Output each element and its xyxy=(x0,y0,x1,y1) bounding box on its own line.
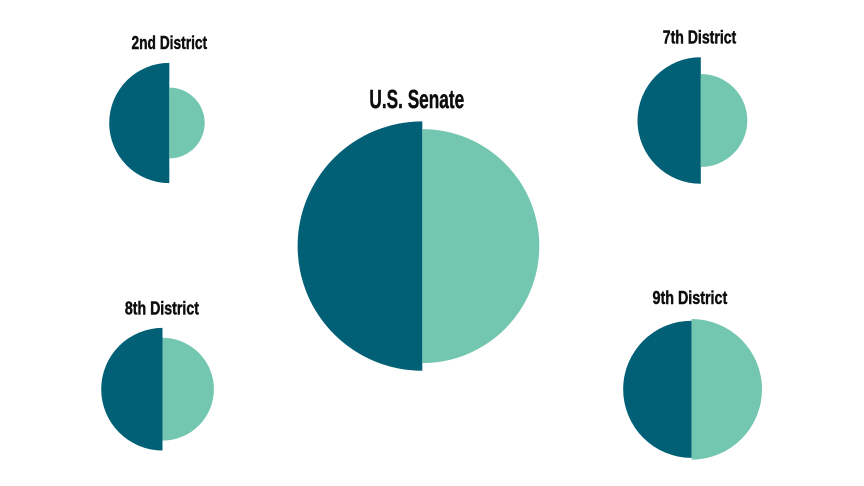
svg-text:9th District: 9th District xyxy=(653,288,728,308)
svg-text:8th District: 8th District xyxy=(125,298,199,318)
svg-text:7th District: 7th District xyxy=(663,28,737,48)
svg-text:U.S. Senate: U.S. Senate xyxy=(369,84,464,114)
svg-text:2nd District: 2nd District xyxy=(131,33,207,53)
